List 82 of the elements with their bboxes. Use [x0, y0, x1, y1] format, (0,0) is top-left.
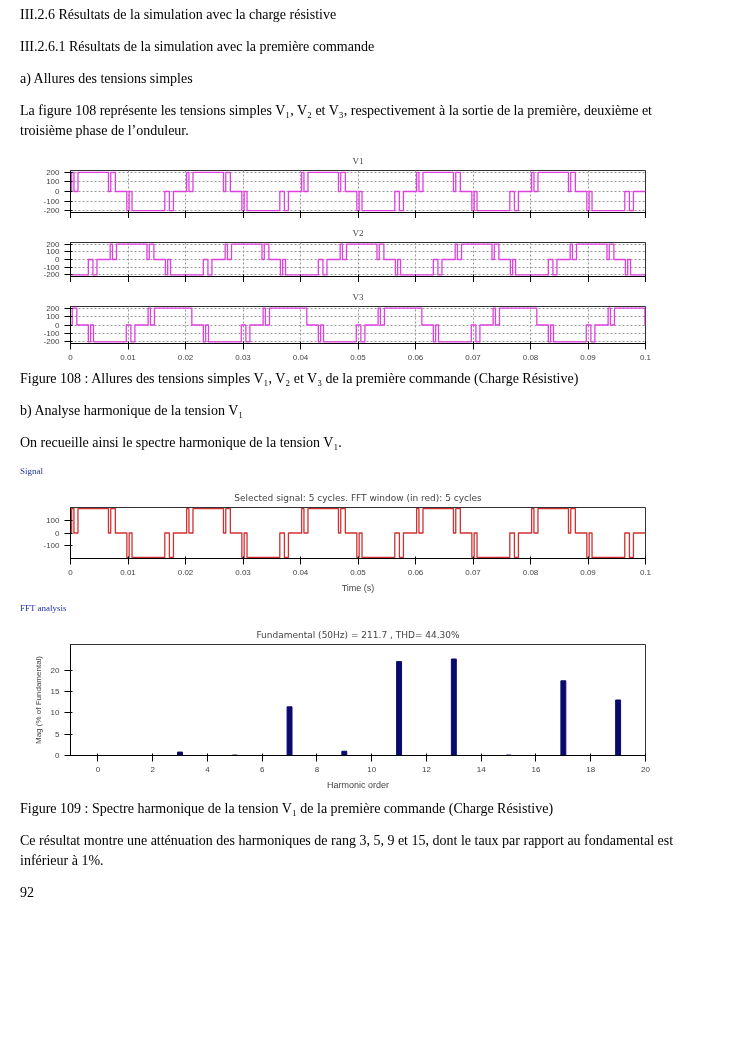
x-tick-label: 0	[68, 352, 74, 362]
bar	[396, 660, 403, 756]
y-tick-label: -100	[43, 328, 61, 338]
y-tick-label: 200	[46, 167, 61, 177]
x-tick-label: 0.09	[580, 352, 597, 362]
x-tick-label: 0.08	[522, 352, 539, 362]
x-tick-label: 20	[641, 764, 651, 774]
text: a) Allures des tensions simples	[20, 70, 193, 88]
text: On recueille ainsi le spectre harmonique de la tension V₁.	[20, 434, 342, 452]
text: b) Analyse harmonique de la tension V₁	[20, 402, 244, 420]
y-tick-label: 200	[46, 239, 61, 249]
x-tick-label: 0.03	[235, 352, 252, 362]
x-tick-label: 10	[367, 764, 377, 774]
y-tick-label: 0	[55, 750, 61, 760]
x-tick-label: 18	[586, 764, 596, 774]
y-tick-label: 0	[55, 528, 61, 538]
y-tick-label: 100	[46, 177, 61, 187]
x-tick-label: 0.05	[350, 567, 367, 577]
caption: Figure 109 : Spectre harmonique de la tension V₁ de la première commande (Charge Résistive)	[20, 799, 554, 818]
x-tick-label: 0.1	[639, 352, 652, 362]
x-tick-label: 0.07	[465, 352, 482, 362]
y-tick-label: 5	[55, 729, 61, 739]
x-axis-title: Harmonic order	[326, 779, 390, 790]
y-tick-label: 100	[46, 312, 61, 322]
bar	[615, 699, 622, 756]
chart-title: Fundamental (50Hz) = 211.7 , THD= 44.30%	[256, 629, 461, 640]
bar	[177, 751, 183, 756]
bar	[560, 679, 567, 756]
y-tick-label: 0	[55, 255, 61, 264]
bar	[286, 706, 293, 756]
text: III.2.6.1 Résultats de la simulation avec la première commande	[20, 38, 375, 56]
x-tick-label: 0.02	[177, 567, 194, 577]
y-tick-label: 100	[46, 516, 61, 526]
x-tick-label: 16	[531, 764, 541, 774]
x-tick-label: 0.07	[465, 567, 482, 577]
x-tick-label: 4	[205, 764, 211, 774]
y-tick-label: 10	[50, 708, 61, 717]
x-tick-label: 0.1	[639, 567, 652, 577]
y-tick-label: 15	[50, 686, 61, 696]
chart-title: Selected signal: 5 cycles. FFT window (in red): 5 cycles	[234, 492, 483, 503]
x-tick-label: 0.04	[292, 352, 309, 362]
text: 92	[20, 883, 34, 902]
text: La figure 108 représente les tensions simples V₁, V₂ et V₃, respectivement à la sortie de la première, deuxième et troisième phase de l’onduleur.	[20, 102, 653, 140]
x-tick-label: 6	[259, 764, 265, 774]
x-tick-label: 0.04	[292, 567, 309, 577]
chart-title: V3	[352, 291, 364, 302]
x-tick-label: 0.09	[580, 567, 597, 577]
text: Signal	[20, 465, 44, 478]
y-tick-label: 0	[55, 187, 61, 196]
bar	[450, 658, 457, 756]
x-tick-label: 8	[314, 764, 320, 774]
text: III.2.6 Résultats de la simulation avec la charge résistive	[20, 6, 337, 24]
x-tick-label: 0	[68, 567, 74, 577]
text: FFT analysis	[20, 601, 67, 615]
x-tick-label: 0.02	[177, 352, 194, 362]
x-tick-label: 0.01	[120, 567, 137, 577]
y-tick-label: -100	[43, 540, 61, 550]
x-tick-label: 2	[150, 764, 156, 774]
y-tick-label: -200	[43, 206, 61, 216]
chart-title: V1	[352, 155, 364, 166]
chart-title: V2	[352, 227, 364, 238]
y-tick-label: 20	[50, 665, 61, 675]
x-tick-label: 0.06	[407, 567, 424, 577]
x-tick-label: 0.08	[522, 567, 539, 577]
text: Ce résultat montre une atténuation des harmoniques de rang 3, 5, 9 et 15, dont le taux par rapport au fondamental est inférieur à 1%.	[20, 831, 675, 870]
y-tick-label: 200	[46, 303, 61, 313]
x-axis-title: Time (s)	[341, 582, 375, 593]
x-tick-label: 14	[476, 764, 487, 774]
y-tick-label: -200	[43, 337, 61, 347]
x-tick-label: 0.01	[120, 352, 137, 362]
x-tick-label: 12	[422, 764, 432, 774]
y-tick-label: 100	[46, 247, 61, 257]
y-tick-label: 0	[55, 320, 61, 330]
y-tick-label: -100	[43, 196, 61, 206]
x-tick-label: 0.05	[350, 352, 367, 362]
y-tick-label: -100	[43, 262, 61, 272]
x-tick-label: 0.03	[235, 567, 252, 577]
y-axis-title: Mag (% of Fundamental)	[33, 655, 43, 744]
y-tick-label: -200	[43, 270, 61, 280]
caption: Figure 108 : Allures des tensions simples V₁, V₂ et V₃ de la première commande (Charge Résistive)	[20, 370, 579, 388]
x-tick-label: 0.06	[407, 352, 424, 362]
x-tick-label: 0	[95, 764, 101, 774]
